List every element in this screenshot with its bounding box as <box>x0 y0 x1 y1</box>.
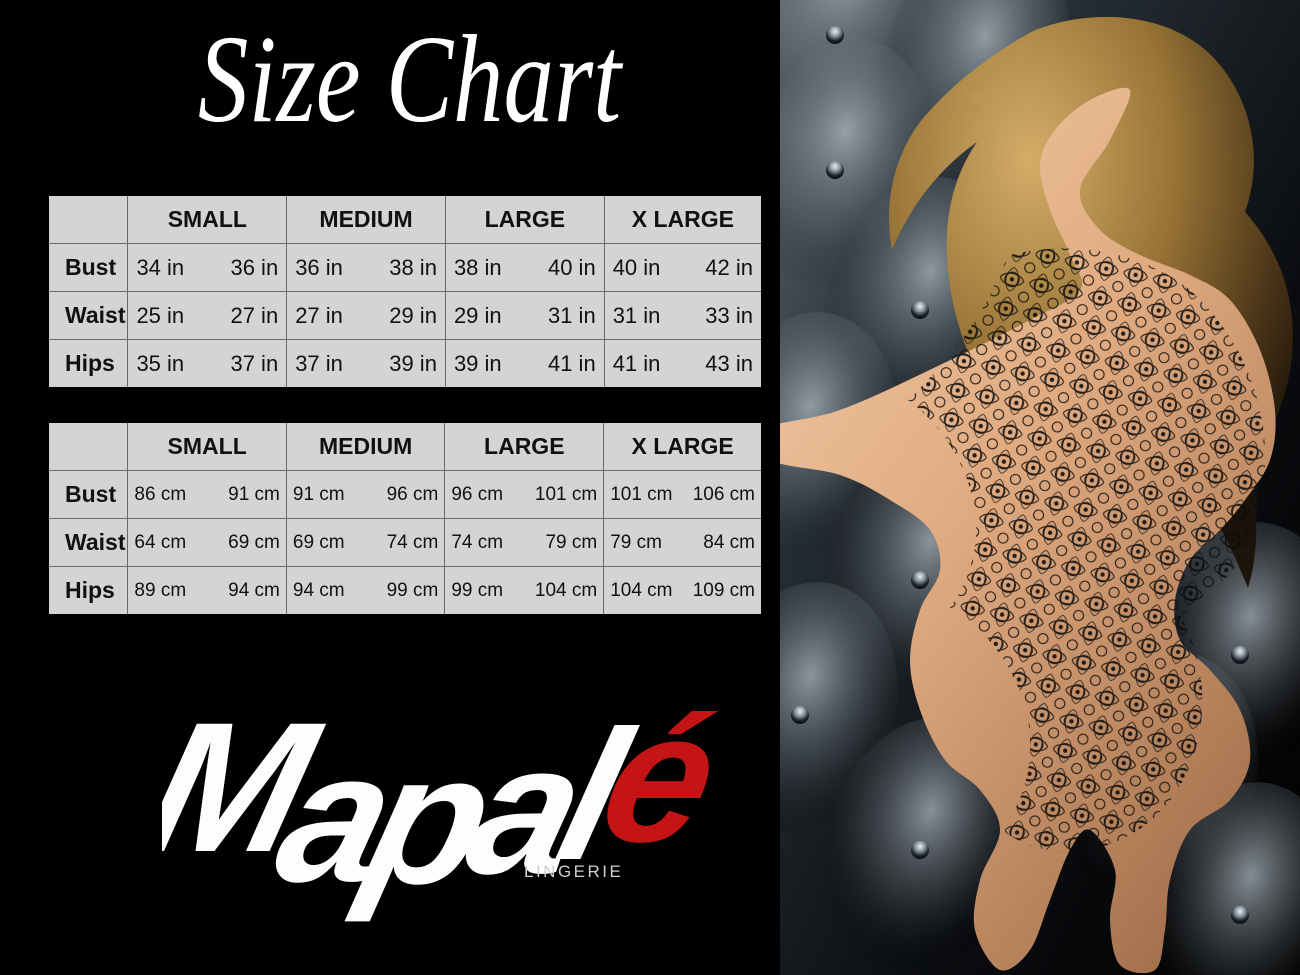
svg-text:Mapalé: Mapalé <box>162 711 734 922</box>
